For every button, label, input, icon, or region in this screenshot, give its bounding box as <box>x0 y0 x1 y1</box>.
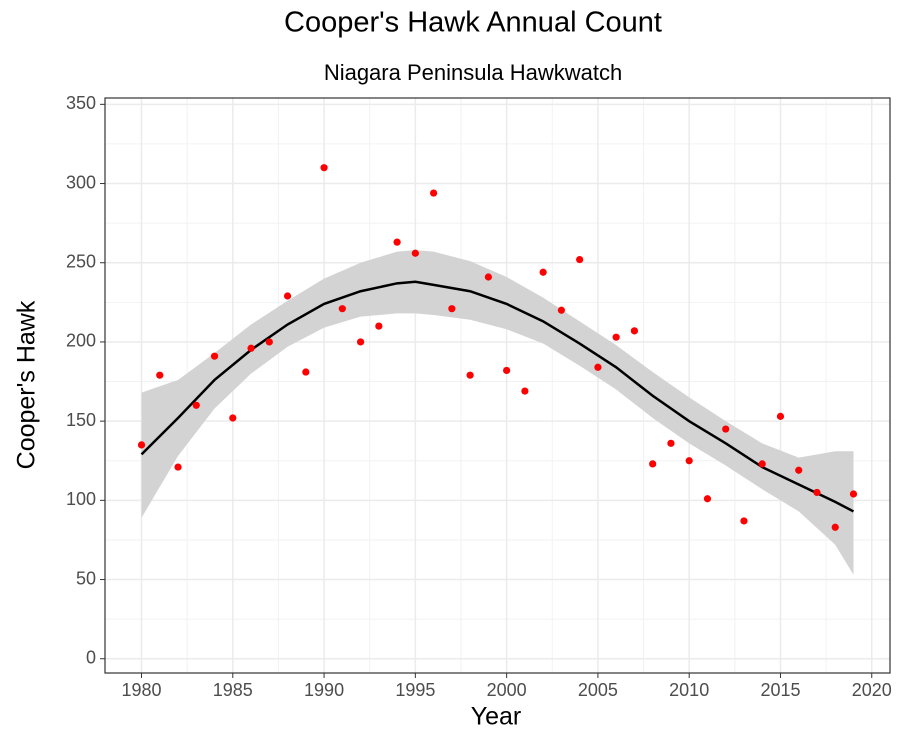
point <box>649 460 657 468</box>
point <box>795 466 803 474</box>
point <box>740 517 748 525</box>
chart-subtitle: Niagara Peninsula Hawkwatch <box>324 60 622 85</box>
point <box>356 338 365 346</box>
y-tick-label: 200 <box>66 331 96 351</box>
x-axis-title: Year <box>471 703 522 731</box>
point <box>703 495 712 503</box>
y-tick-label: 250 <box>66 251 96 271</box>
point <box>594 363 602 371</box>
point <box>776 412 785 420</box>
point <box>503 366 511 375</box>
x-tick-label: 2020 <box>852 680 892 700</box>
x-tick-label: 2015 <box>760 680 800 700</box>
y-tick-label: 350 <box>66 93 96 113</box>
point <box>156 371 164 379</box>
y-tick-label: 50 <box>76 568 96 588</box>
point <box>813 488 821 497</box>
point <box>174 463 182 471</box>
y-tick-label: 0 <box>86 647 96 667</box>
point <box>722 425 730 433</box>
point <box>338 305 346 313</box>
point <box>849 490 858 498</box>
point <box>539 268 547 276</box>
point <box>758 460 766 468</box>
point <box>137 441 146 449</box>
point <box>302 368 310 376</box>
x-tick-label: 2005 <box>578 680 618 700</box>
point <box>557 306 565 314</box>
point <box>192 401 200 409</box>
point <box>576 255 584 264</box>
x-tick-label: 1995 <box>395 680 435 700</box>
point <box>393 238 401 246</box>
x-tick-label: 2000 <box>487 680 527 700</box>
point <box>466 371 474 379</box>
point <box>210 352 219 360</box>
panel-border <box>104 97 891 674</box>
y-tick-label: 150 <box>66 410 96 430</box>
point <box>430 189 438 197</box>
x-tick-label: 1985 <box>213 680 253 700</box>
point <box>630 327 639 335</box>
y-tick-label: 100 <box>66 489 96 509</box>
point <box>375 322 383 330</box>
point <box>247 344 255 352</box>
point <box>521 387 529 395</box>
smooth-line <box>140 280 855 513</box>
confidence-band <box>141 250 854 575</box>
x-tick-label: 2010 <box>669 680 709 700</box>
point <box>320 164 328 172</box>
point <box>265 338 273 346</box>
y-tick-label: 300 <box>66 172 96 192</box>
point <box>484 273 492 281</box>
point <box>411 249 419 257</box>
point <box>229 414 237 422</box>
point <box>448 305 456 313</box>
chart-title: Cooper's Hawk Annual Count <box>284 7 662 39</box>
point <box>612 333 620 341</box>
point <box>283 292 292 300</box>
y-axis-title: Cooper's Hawk <box>13 300 41 469</box>
point <box>831 523 839 531</box>
point <box>685 457 693 465</box>
x-tick-label: 1980 <box>121 680 161 700</box>
point <box>667 439 675 447</box>
x-tick-label: 1990 <box>304 680 344 700</box>
